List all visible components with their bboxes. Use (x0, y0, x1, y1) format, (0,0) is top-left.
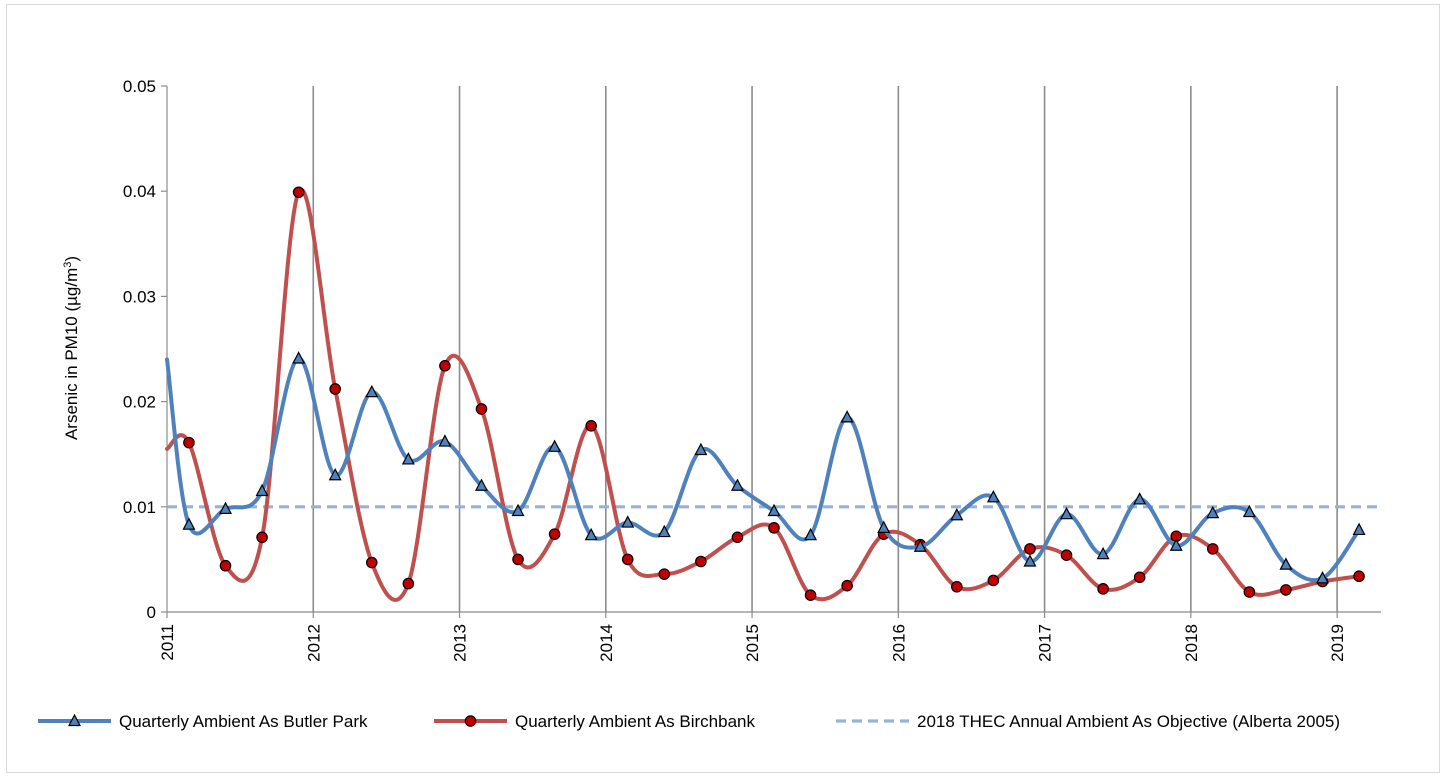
data-point (474, 478, 488, 491)
data-point (329, 383, 342, 395)
x-tick-label: 2017 (1036, 624, 1055, 662)
data-point (1206, 543, 1219, 555)
data-point (841, 579, 853, 592)
data-point (292, 186, 305, 199)
data-point (439, 360, 451, 372)
y-tick-labels: 0 0.01 0.02 0.03 0.04 0.05 (123, 77, 156, 622)
data-point (731, 531, 744, 544)
data-point (1243, 586, 1256, 598)
data-point (986, 490, 1000, 503)
x-tick-label: 2019 (1328, 624, 1347, 662)
x-tick-label: 2013 (451, 624, 470, 662)
data-point (695, 555, 707, 568)
data-point (767, 503, 781, 517)
data-point (1060, 549, 1073, 561)
data-point (438, 434, 452, 447)
data-point (328, 467, 342, 481)
y-axis-label: Arsenic in PM10 (µg/m3) (62, 256, 81, 440)
x-tick-label: 2016 (889, 624, 908, 662)
series-1 (165, 186, 1365, 602)
legend: Quarterly Ambient As Butler Park Quarterl… (38, 712, 1340, 731)
data-point (1133, 492, 1147, 505)
data-point (1352, 522, 1366, 536)
data-point (658, 568, 671, 580)
data-point (657, 524, 671, 538)
legend-item: Quarterly Ambient As Birchbank (434, 712, 756, 731)
data-point (1024, 543, 1036, 555)
data-point (475, 403, 488, 415)
data-point (256, 531, 268, 544)
data-point (511, 503, 525, 517)
data-point (1315, 571, 1329, 584)
legend-marker (68, 713, 81, 727)
data-point (584, 527, 598, 541)
data-point (219, 559, 232, 572)
data-point (1353, 570, 1365, 583)
data-point (621, 553, 634, 566)
legend-item: Quarterly Ambient As Butler Park (38, 712, 368, 731)
data-point (768, 522, 780, 534)
data-point (1133, 571, 1146, 584)
legend-label: 2018 THEC Annual Ambient As Objective (A… (917, 712, 1340, 731)
data-point (840, 410, 854, 423)
data-point (219, 501, 232, 515)
y-tick-label: 0 (147, 603, 156, 622)
x-tick-label: 2014 (597, 624, 616, 662)
data-point (512, 553, 524, 566)
data-point (255, 483, 269, 497)
x-tick-labels: 2011 2012 2013 2014 2015 2016 2017 2018 2019 (158, 624, 1347, 662)
data-point (1206, 505, 1220, 519)
axes (161, 85, 1381, 618)
x-tick-label: 2015 (743, 624, 762, 662)
data-point (1097, 583, 1109, 595)
x-tick-label: 2012 (304, 624, 323, 662)
data-point (292, 351, 306, 364)
data-point (1242, 504, 1256, 518)
data-point (548, 439, 562, 452)
data-point (730, 478, 744, 491)
y-tick-label: 0.04 (123, 182, 156, 201)
data-point (1096, 546, 1110, 560)
y-tick-label: 0.02 (123, 393, 156, 412)
y-tick-label: 0.05 (123, 77, 156, 96)
data-point (1169, 538, 1183, 551)
legend-label: Quarterly Ambient As Birchbank (515, 712, 756, 731)
data-point (365, 556, 378, 569)
data-point (1023, 554, 1037, 567)
data-point (402, 577, 415, 590)
data-point (694, 442, 708, 456)
data-point (401, 452, 415, 465)
data-point (804, 589, 817, 601)
legend-label: Quarterly Ambient As Butler Park (119, 712, 368, 731)
data-point (365, 384, 379, 398)
series-layer (165, 186, 1381, 602)
data-point (877, 520, 891, 533)
data-point (621, 515, 635, 528)
data-point (950, 507, 964, 521)
x-tick-label: 2018 (1182, 624, 1201, 662)
data-point (913, 539, 927, 552)
x-tick-label: 2011 (158, 624, 177, 661)
legend-item: 2018 THEC Annual Ambient As Objective (A… (836, 712, 1340, 731)
data-point (1279, 557, 1293, 570)
data-point (585, 419, 597, 432)
data-point (1060, 506, 1074, 520)
series-line (165, 187, 1362, 602)
gridlines (312, 86, 1338, 612)
y-tick-label: 0.01 (123, 498, 156, 517)
data-point (987, 574, 1000, 587)
data-point (951, 580, 963, 593)
data-point (548, 528, 561, 540)
data-point (182, 517, 196, 530)
data-point (1280, 584, 1292, 596)
legend-marker (464, 715, 477, 727)
data-point (804, 527, 818, 541)
data-point (183, 436, 195, 449)
y-tick-label: 0.03 (123, 287, 156, 306)
series-0 (165, 351, 1366, 584)
chart-frame (6, 4, 1440, 773)
